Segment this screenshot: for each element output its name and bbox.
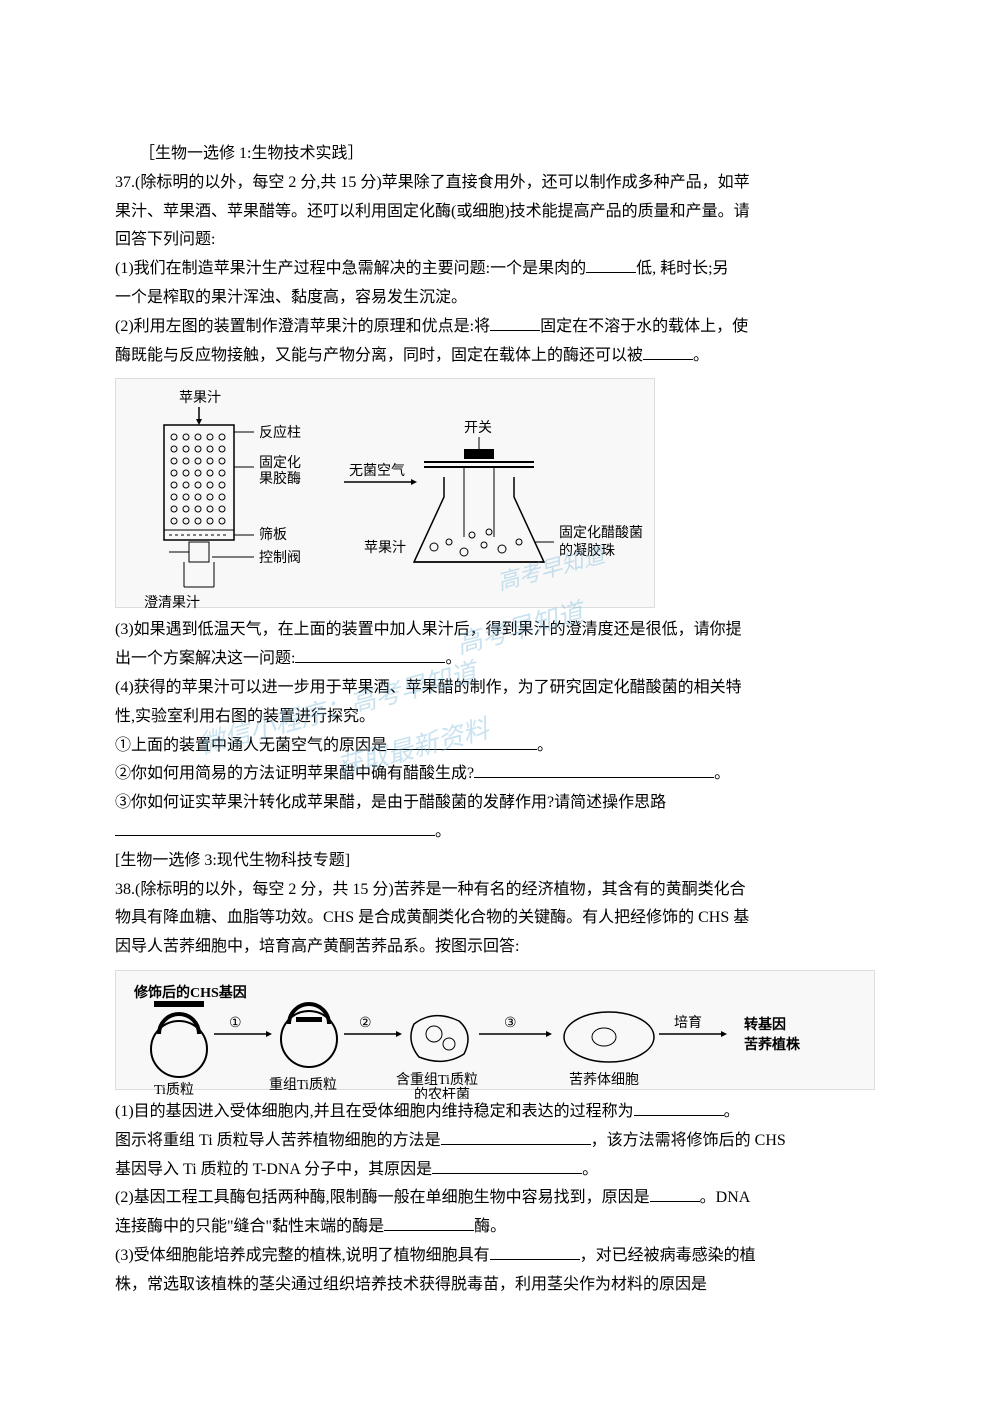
fig1-label-juice-top: 苹果汁 xyxy=(179,390,221,406)
q37-4-line2: 性,实验室利用右图的装置进行探究。 xyxy=(115,703,877,732)
blank-1 xyxy=(586,257,636,273)
blank-8 xyxy=(634,1100,724,1116)
q38-1-c-text: 图示将重组 Ti 质粒导人苦荞植物细胞的方法是 xyxy=(115,1132,441,1149)
section1-title: ［生物一选修 1:生物技术实践］ xyxy=(115,140,877,169)
q38-1-line1: (1)目的基因进入受体细胞内,并且在受体细胞内维持稳定和表达的过程称为 。 xyxy=(115,1098,877,1127)
fig1-label-sterileair: 无菌空气 xyxy=(349,463,405,479)
q37-3-b-text: 出一个方案解决这一问题: xyxy=(115,650,295,667)
q37-1-a-text: (1)我们在制造苹果汁生产过程中急需解决的主要问题:一个是果肉的 xyxy=(115,260,586,277)
blank-3 xyxy=(643,344,693,360)
blank-13 xyxy=(490,1244,580,1260)
fig2-label-chs: 修饰后的CHS基因 xyxy=(133,984,247,1001)
q38-1-line2: 图示将重组 Ti 质粒导人苦荞植物细胞的方法是 ，该方法需将修饰后的 CHS xyxy=(115,1127,877,1156)
fig1-label-column: 反应柱 xyxy=(259,424,301,441)
blank-11 xyxy=(650,1186,700,1202)
q38-1-line3: 基因导入 Ti 质粒的 T-DNA 分子中，其原因是 。 xyxy=(115,1156,877,1185)
blank-6 xyxy=(474,762,714,778)
q38-3-line2: 株，常选取该植株的茎尖通过组织培养技术获得脱毒苗，利用茎尖作为材料的原因是 xyxy=(115,1271,877,1300)
q37-4-2-b-text: 。 xyxy=(714,765,730,782)
blank-4 xyxy=(295,647,445,663)
fig1-label-valve: 控制阀 xyxy=(259,550,301,566)
q37-4-3-line2: 。 xyxy=(115,818,877,847)
q38-2-line1: (2)基因工程工具酶包括两种酶,限制酶一般在单细胞生物中容易找到，原因是 。DNA xyxy=(115,1184,877,1213)
q37-4-3-b-text: 。 xyxy=(435,823,451,840)
q37-4-line1: (4)获得的苹果汁可以进一步用于苹果酒、苹果醋的制作，为了研究固定化醋酸菌的相关… xyxy=(115,674,877,703)
fig1-label-immobilized: 固定化 xyxy=(259,455,301,471)
fig2-label-cultivate: 培育 xyxy=(674,1015,702,1031)
q38-2-b-text: 。DNA xyxy=(700,1189,751,1206)
fig1-label-sieve: 筛板 xyxy=(259,527,287,543)
fig2-label-ti: Ti质粒 xyxy=(154,1082,194,1098)
q38-1-a-text: (1)目的基因进入受体细胞内,并且在受体细胞内维持稳定和表达的过程称为 xyxy=(115,1103,634,1120)
q37-2-a-text: (2)利用左图的装置制作澄清苹果汁的原理和优点是:将 xyxy=(115,318,490,335)
fig1-label-switch: 开关 xyxy=(464,420,492,436)
q37-1-line2: 一个是榨取的果汁浑浊、黏度高，容易发生沉淀。 xyxy=(115,284,877,313)
q37-4-2-a-text: ②你如何用简易的方法证明苹果醋中确有醋酸生成? xyxy=(115,765,474,782)
q37-4-1: ①上面的装置中通人无菌空气的原因是 。 xyxy=(115,732,877,761)
q38-3-a-text: (3)受体细胞能培养成完整的植株,说明了植物细胞具有 xyxy=(115,1247,490,1264)
q38-intro-2: 物具有降血糖、血脂等功效。CHS 是合成黄酮类化合物的关键酶。有人把经修饰的 C… xyxy=(115,904,877,933)
fig2-arrow-1: ① xyxy=(229,1016,242,1031)
figure-2-svg: 修饰后的CHS基因 Ti质粒 ① 重组Ti质粒 ② 含重组Ti质粒 的农杆菌 ③… xyxy=(124,979,884,1099)
q38-intro-1: 38.(除标明的以外，每空 2 分，共 15 分)苦荞是一种有名的经济植物，其含… xyxy=(115,876,877,905)
q38-2-c-text: 连接酶中的只能"缝合"黏性末端的酶是 xyxy=(115,1218,384,1235)
q37-2-d-text: 。 xyxy=(693,347,709,364)
q38-1-f-text: 。 xyxy=(582,1161,598,1178)
figure-2-flow: 修饰后的CHS基因 Ti质粒 ① 重组Ti质粒 ② 含重组Ti质粒 的农杆菌 ③… xyxy=(115,970,875,1090)
q38-1-d-text: ，该方法需将修饰后的 CHS xyxy=(591,1132,786,1149)
fig1-label-clearjuice: 澄清果汁 xyxy=(144,595,200,611)
blank-9 xyxy=(441,1129,591,1145)
q38-2-a-text: (2)基因工程工具酶包括两种酶,限制酶一般在单细胞生物中容易找到，原因是 xyxy=(115,1189,650,1206)
fig2-arrow-3: ③ xyxy=(504,1016,517,1031)
q38-3-b-text: ，对已经被病毒感染的植 xyxy=(580,1247,756,1264)
fig2-label-agro2: 的农杆菌 xyxy=(414,1087,470,1099)
figure-1-svg: 苹果汁 反应柱 固定化 果胶酶 筛板 控制阀 澄清果汁 xyxy=(124,387,664,617)
q37-4-1-b-text: 。 xyxy=(537,737,553,754)
q37-intro-1: 37.(除标明的以外，每空 2 分,共 15 分)苹果除了直接食用外，还可以制作… xyxy=(115,169,877,198)
fig2-label-recomb: 重组Ti质粒 xyxy=(269,1077,337,1093)
fig2-label-cell: 苦荞体细胞 xyxy=(569,1072,639,1088)
q37-3-c-text: 。 xyxy=(445,650,461,667)
blank-7 xyxy=(115,820,435,836)
section2-title: [生物一选修 3:现代生物科技专题] xyxy=(115,847,877,876)
q37-1-b-text: 低, 耗时长;另 xyxy=(636,260,728,277)
q37-4-3-line1: ③你如何证实苹果汁转化成苹果醋，是由于醋酸菌的发酵作用?请简述操作思路 xyxy=(115,789,877,818)
fig1-label-acetic: 固定化醋酸菌 xyxy=(559,525,643,541)
q37-4-1-a-text: ①上面的装置中通人无菌空气的原因是 xyxy=(115,737,387,754)
blank-2 xyxy=(490,315,540,331)
q38-2-d-text: 酶。 xyxy=(474,1218,506,1235)
blank-5 xyxy=(387,734,537,750)
blank-12 xyxy=(384,1215,474,1231)
q38-1-b-text: 。 xyxy=(724,1103,740,1120)
q37-2-c-text: 酶既能与反应物接触，又能与产物分离，同时，固定在载体上的酶还可以被 xyxy=(115,347,643,364)
q37-2-line1: (2)利用左图的装置制作澄清苹果汁的原理和优点是:将 固定在不溶于水的载体上，使 xyxy=(115,313,877,342)
fig2-label-trans1: 转基因 xyxy=(744,1016,786,1033)
fig1-label-applejuice2: 苹果汁 xyxy=(364,540,406,556)
q37-4-2: ②你如何用简易的方法证明苹果醋中确有醋酸生成? 。 xyxy=(115,760,877,789)
q37-2-line2: 酶既能与反应物接触，又能与产物分离，同时，固定在载体上的酶还可以被 。 xyxy=(115,342,877,371)
q38-intro-3: 因导人苦荞细胞中，培育高产黄酮苦荞品系。按图示回答: xyxy=(115,933,877,962)
blank-10 xyxy=(432,1158,582,1174)
fig2-label-agro1: 含重组Ti质粒 xyxy=(396,1072,478,1088)
fig2-arrow-2: ② xyxy=(359,1016,372,1031)
fig2-label-trans2: 苦荞植株 xyxy=(744,1036,801,1053)
fig1-label-gelbeads: 的凝胶珠 xyxy=(559,542,615,559)
q37-3-line2: 出一个方案解决这一问题: 。 xyxy=(115,645,877,674)
q37-2-b-text: 固定在不溶于水的载体上，使 xyxy=(540,318,748,335)
q37-1-line1: (1)我们在制造苹果汁生产过程中急需解决的主要问题:一个是果肉的 低, 耗时长;另 xyxy=(115,255,877,284)
q38-3-line1: (3)受体细胞能培养成完整的植株,说明了植物细胞具有 ，对已经被病毒感染的植 xyxy=(115,1242,877,1271)
q37-3-line1: (3)如果遇到低温天气，在上面的装置中加人果汁后，得到果汁的澄清度还是很低，请你… xyxy=(115,616,877,645)
q37-intro-2: 果汁、苹果酒、苹果醋等。还叮以利用固定化酶(或细胞)技术能提高产品的质量和产量。… xyxy=(115,198,877,227)
figure-1-apparatus: 苹果汁 反应柱 固定化 果胶酶 筛板 控制阀 澄清果汁 xyxy=(115,378,655,608)
q38-2-line2: 连接酶中的只能"缝合"黏性末端的酶是 酶。 xyxy=(115,1213,877,1242)
q37-intro-3: 回答下列问题: xyxy=(115,226,877,255)
fig1-label-pectinase: 果胶酶 xyxy=(259,470,301,487)
q38-1-e-text: 基因导入 Ti 质粒的 T-DNA 分子中，其原因是 xyxy=(115,1161,432,1178)
